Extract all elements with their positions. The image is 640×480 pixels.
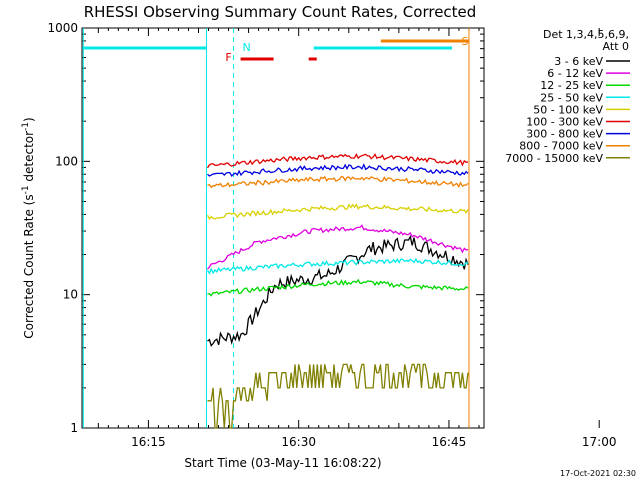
series-line-4 — [206, 257, 469, 275]
series-line-7 — [207, 163, 469, 177]
x-tick-label: 16:15 — [131, 435, 166, 449]
y-tick-label: 1000 — [47, 21, 78, 35]
timestamp: 17-Oct-2021 02:30 — [560, 469, 636, 478]
flag-label-n: N — [242, 41, 250, 54]
series-line-8 — [207, 175, 469, 189]
legend-label: 3 - 6 keV — [554, 55, 603, 68]
x-tick-label: 17:00 — [582, 435, 617, 449]
series-line-3 — [207, 278, 469, 297]
legend-label: 25 - 50 keV — [540, 91, 603, 104]
series-group — [206, 152, 469, 429]
legend-label: 12 - 25 keV — [540, 79, 603, 92]
x-tick-label: 16:45 — [432, 435, 467, 449]
series-line-1 — [207, 235, 469, 347]
overlays: FN S — [82, 28, 470, 428]
y-axis-label: Corrected Count Rate (s-1 detector-1) — [21, 117, 36, 338]
legend-header-1: Det 1,3,4,5,6,9, — [543, 28, 629, 41]
series-line-5 — [206, 203, 469, 220]
series-line-6 — [206, 152, 469, 169]
x-axis-label: Start Time (03-May-11 16:08:22) — [184, 456, 381, 470]
legend-header-2: Att 0 — [603, 40, 629, 53]
x-tick-label: 16:30 — [281, 435, 316, 449]
y-tick-label: 100 — [55, 154, 78, 168]
legend-label: 300 - 800 keV — [526, 128, 603, 141]
flag-label-f: F — [225, 51, 231, 64]
series-line-2 — [207, 224, 469, 270]
y-tick-label: 10 — [63, 288, 78, 302]
series-line-9 — [207, 363, 469, 429]
flag-label-s: S — [461, 35, 468, 48]
legend-label: 100 - 300 keV — [526, 116, 603, 129]
plot-frame — [81, 27, 485, 429]
chart-title: RHESSI Observing Summary Count Rates, Co… — [84, 3, 477, 21]
legend-label: 7000 - 15000 keV — [505, 152, 603, 165]
y-tick-label: 1 — [70, 421, 78, 435]
legend-label: 50 - 100 keV — [533, 103, 603, 116]
legend-label: 6 - 12 keV — [547, 67, 603, 80]
axis-ticks: 16:1516:3016:4517:0017:1517:3017:4511010… — [47, 21, 617, 449]
legend-label: 800 - 7000 keV — [519, 140, 603, 153]
